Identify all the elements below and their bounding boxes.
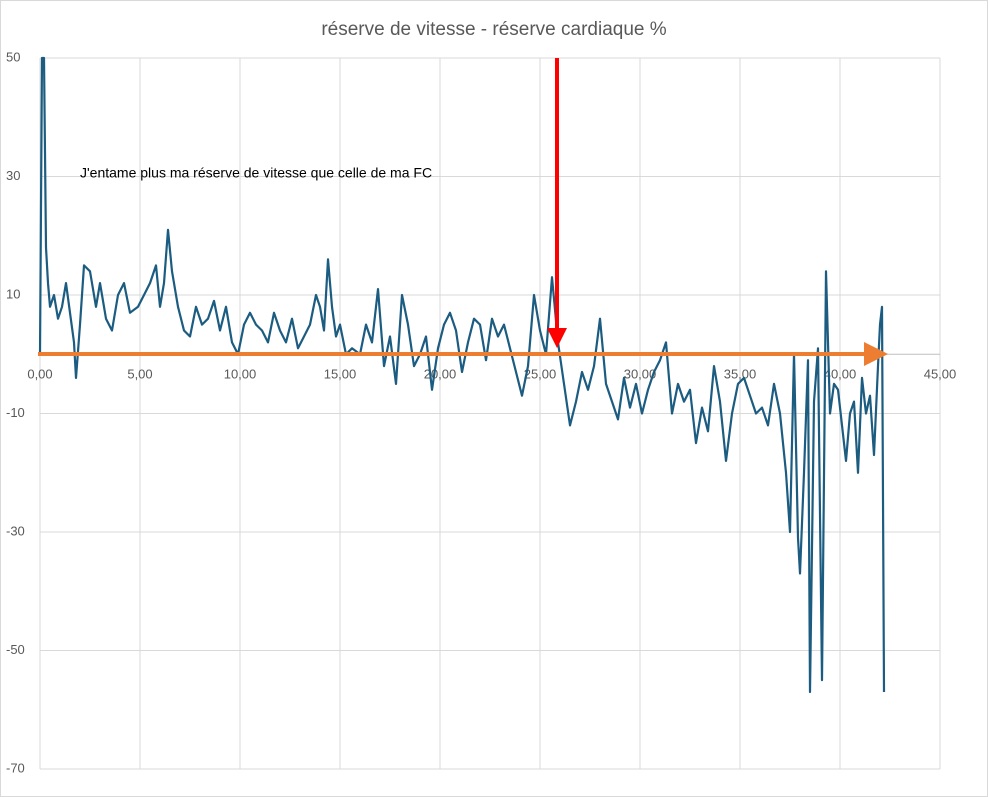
y-tick-label: -50: [6, 642, 25, 657]
x-tick-label: 20,00: [424, 367, 457, 382]
y-tick-label: -10: [6, 405, 25, 420]
tick-labels: 50 30 10 -10 -30 -50 -70 0,00 5,00 10,00 15,00 20,0…: [6, 49, 956, 775]
y-tick-label: -30: [6, 523, 25, 538]
x-tick-label: 5,00: [127, 367, 152, 382]
y-tick-label: -70: [6, 760, 25, 775]
x-tick-label: 10,00: [224, 367, 257, 382]
x-tick-label: 30,00: [624, 367, 657, 382]
x-tick-label: 15,00: [324, 367, 357, 382]
x-tick-label: 25,00: [524, 367, 557, 382]
chart-title: réserve de vitesse - réserve cardiaque %: [321, 19, 666, 40]
annotation: J'entame plus ma réserve de vitesse que …: [80, 165, 432, 181]
y-tick-label: 10: [6, 286, 20, 301]
data-line: [38, 56, 886, 694]
y-tick-label: 50: [6, 49, 20, 64]
x-tick-label: 45,00: [924, 367, 957, 382]
y-tick-label: 30: [6, 168, 20, 183]
series: [38, 56, 886, 694]
x-tick-label: 40,00: [824, 367, 857, 382]
x-tick-label: 35,00: [724, 367, 757, 382]
x-tick-label: 0,00: [27, 367, 52, 382]
